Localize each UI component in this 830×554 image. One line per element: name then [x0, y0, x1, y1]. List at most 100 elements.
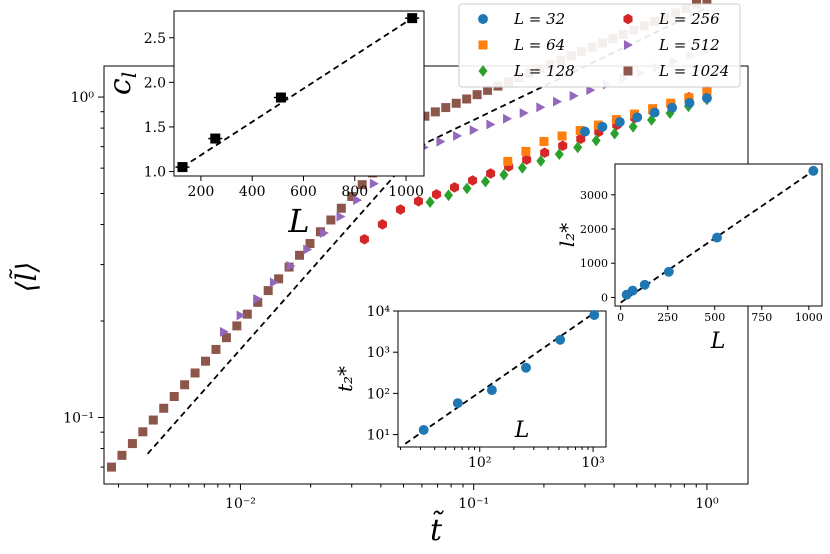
- legend-marker: [478, 40, 488, 50]
- data-point: [480, 175, 490, 188]
- x-tick-label: 10⁻¹: [458, 496, 489, 512]
- data-point: [274, 274, 284, 284]
- legend-marker: [623, 13, 633, 25]
- data-point: [472, 90, 482, 100]
- data-point: [305, 239, 315, 249]
- x-axis-label: t̃: [430, 510, 445, 548]
- data-point: [517, 162, 527, 174]
- data-point: [486, 168, 496, 179]
- legend-label: L = 128: [513, 62, 575, 80]
- y-tick-label: 10⁴: [367, 304, 391, 320]
- data-point: [462, 94, 472, 104]
- y-axis-label: t₂*: [333, 366, 357, 392]
- inset-l2-plot: 0 250 500 750 1000 0 1000 2000 3000 Ll₂*: [555, 163, 823, 354]
- data-point: [117, 450, 127, 460]
- x-tick-label: 0: [617, 311, 624, 324]
- y-axis-label: cl: [103, 72, 141, 95]
- data-point: [684, 97, 695, 108]
- legend-label: L = 64: [513, 36, 565, 54]
- inset-t2-frame: [397, 310, 607, 448]
- data-point: [597, 121, 608, 132]
- data-point: [576, 133, 586, 145]
- y-tick-label: 2.0: [144, 75, 166, 91]
- data-point: [486, 385, 497, 396]
- legend-marker: [623, 40, 633, 50]
- y-tick-label: 1.0: [144, 165, 166, 181]
- data-point: [347, 191, 357, 201]
- data-point: [369, 178, 379, 189]
- data-point: [667, 102, 678, 113]
- data-point: [663, 266, 674, 277]
- data-point: [263, 286, 273, 296]
- inset-cl-frame: [173, 10, 425, 177]
- data-point: [359, 234, 369, 245]
- data-point: [684, 93, 694, 103]
- data-point: [557, 131, 567, 141]
- data-point: [395, 204, 405, 215]
- data-point: [591, 134, 601, 147]
- data-point: [483, 85, 493, 95]
- data-point: [628, 120, 638, 133]
- x-tick-label: 750: [751, 311, 772, 324]
- data-point: [303, 244, 313, 255]
- data-point: [701, 93, 712, 104]
- main-plot: 10⁻² 10⁻¹ 10⁰ 10⁻¹ 10⁰ t̃ ⟨l̃⟩: [9, 0, 749, 548]
- data-point: [138, 427, 148, 437]
- data-point: [336, 203, 346, 213]
- legend-label: L = 512: [658, 36, 720, 54]
- data-point: [519, 108, 529, 118]
- data-point: [553, 96, 563, 107]
- data-point: [521, 146, 531, 156]
- data-point: [453, 130, 463, 141]
- x-tick-label: 800: [341, 184, 368, 200]
- data-point: [407, 13, 418, 24]
- data-point: [253, 297, 263, 307]
- data-point: [377, 219, 387, 230]
- data-point: [177, 162, 188, 173]
- data-point: [554, 148, 564, 161]
- x-tick-label: 200: [188, 184, 215, 200]
- data-point: [326, 215, 336, 225]
- data-point: [219, 326, 229, 337]
- data-point: [275, 92, 286, 103]
- data-point: [169, 392, 179, 402]
- data-point: [632, 112, 643, 123]
- x-axis-label: L: [710, 329, 726, 354]
- y-tick-label: 10⁰: [71, 90, 95, 106]
- data-point: [573, 141, 583, 154]
- data-point: [432, 189, 442, 200]
- data-point: [107, 462, 117, 472]
- data-point: [336, 211, 346, 222]
- x-tick-label: 10⁰: [695, 496, 719, 512]
- data-point: [357, 180, 367, 190]
- inset-cl-fit-line: [181, 17, 413, 168]
- data-point: [430, 107, 440, 117]
- data-point: [286, 261, 296, 271]
- y-axis-label: ⟨l̃⟩: [9, 262, 43, 293]
- data-point: [232, 321, 242, 331]
- data-point: [808, 165, 819, 176]
- data-point: [462, 182, 472, 195]
- x-axis-label: L: [287, 202, 309, 240]
- y-tick-label: 10¹: [367, 428, 390, 444]
- data-point: [580, 126, 590, 137]
- data-point: [610, 127, 620, 140]
- y-axis-label-main: c: [103, 78, 138, 95]
- y-tick-label: 3000: [580, 189, 608, 202]
- x-axis-label: L: [514, 418, 530, 443]
- data-point: [503, 156, 513, 166]
- data-point: [555, 334, 566, 345]
- data-point: [614, 117, 625, 128]
- y-tick-label: 1.5: [144, 120, 166, 136]
- data-point: [469, 125, 479, 136]
- y-axis-label: l₂*: [555, 223, 579, 247]
- series-l64: [503, 87, 712, 166]
- x-tick-label: 1000: [795, 311, 823, 324]
- x-tick-label: 10³: [581, 455, 604, 471]
- data-point: [420, 111, 430, 121]
- data-point: [702, 0, 712, 5]
- data-point: [236, 310, 246, 321]
- data-point: [425, 196, 435, 208]
- data-point: [269, 277, 279, 288]
